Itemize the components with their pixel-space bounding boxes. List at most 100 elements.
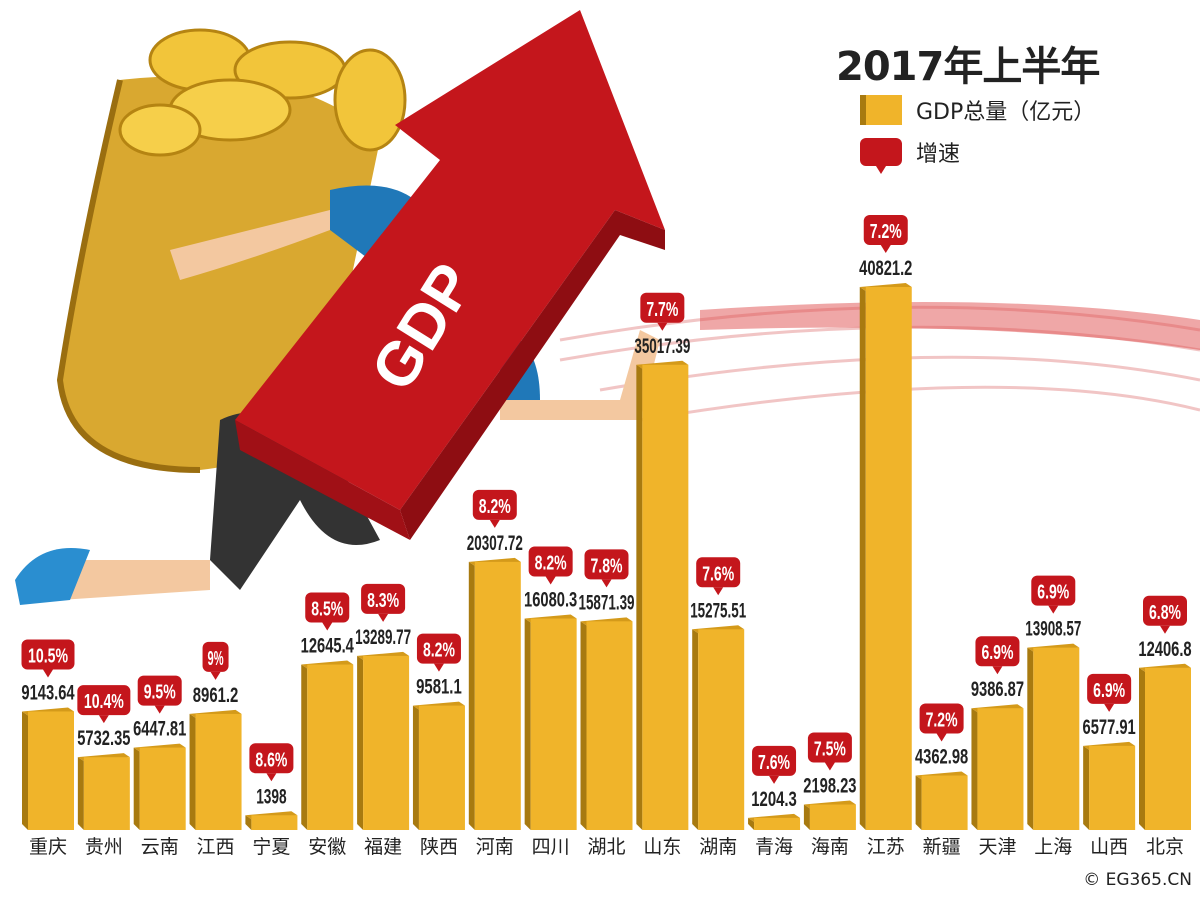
bar xyxy=(754,817,801,830)
growth-badge xyxy=(640,292,685,323)
growth-badge xyxy=(1143,595,1187,626)
value-label: 16080.3 xyxy=(524,589,577,612)
bar xyxy=(698,629,745,830)
growth-badge xyxy=(305,592,350,623)
bar xyxy=(865,287,912,830)
legend-swatch-gdp xyxy=(860,95,902,125)
category-label: 江苏 xyxy=(867,836,905,858)
growth-badge-pointer xyxy=(601,579,612,588)
growth-label: 10.4% xyxy=(84,691,124,713)
growth-badge xyxy=(975,636,1020,667)
growth-badge xyxy=(919,703,964,734)
legend-item-gdp: GDP总量（亿元） xyxy=(860,94,1095,126)
bar-side xyxy=(748,817,755,830)
growth-label: 7.8% xyxy=(591,555,623,577)
growth-badge xyxy=(584,549,629,580)
growth-label: 6.8% xyxy=(1149,602,1181,624)
growth-badge-pointer xyxy=(154,705,165,714)
growth-label: 6.9% xyxy=(1037,582,1069,604)
growth-badge-pointer xyxy=(1160,625,1170,634)
value-label: 6447.81 xyxy=(133,718,186,741)
value-label: 9143.64 xyxy=(21,681,74,704)
value-label: 13289.77 xyxy=(355,626,411,649)
category-label: 湖北 xyxy=(587,836,625,858)
bar xyxy=(418,705,465,830)
growth-label: 7.5% xyxy=(814,739,846,761)
bar-side xyxy=(468,561,475,830)
bar xyxy=(809,804,856,830)
growth-label: 7.2% xyxy=(870,221,902,243)
bar-side xyxy=(22,711,28,830)
bar xyxy=(530,618,577,830)
growth-badge xyxy=(202,641,229,672)
value-label: 1204.3 xyxy=(751,788,797,811)
track-band xyxy=(700,302,1200,350)
bar xyxy=(363,655,410,830)
gdp-arrow-icon: GDP xyxy=(235,10,665,540)
growth-label: 7.2% xyxy=(926,710,958,732)
bar-side xyxy=(859,287,866,830)
growth-badge xyxy=(863,215,908,245)
growth-badge xyxy=(416,633,461,664)
chart-title: 2017年上半年 xyxy=(836,44,1100,90)
category-label: 湖南 xyxy=(699,836,737,858)
value-label: 35017.39 xyxy=(634,335,690,358)
value-label: 12645.4 xyxy=(301,635,354,658)
bar xyxy=(251,815,298,830)
growth-label: 8.3% xyxy=(367,590,399,612)
category-label: 河南 xyxy=(476,836,514,858)
value-label: 15275.51 xyxy=(690,599,746,622)
category-label: 海南 xyxy=(811,836,849,858)
category-label: 天津 xyxy=(978,836,1016,858)
bar-side xyxy=(189,713,196,830)
value-label: 1398 xyxy=(256,785,287,808)
bar xyxy=(1089,745,1136,830)
value-label: 9581.1 xyxy=(416,676,462,699)
growth-badge xyxy=(361,583,406,614)
growth-badge xyxy=(77,685,131,716)
bar-side xyxy=(357,655,364,830)
growth-badge xyxy=(249,743,294,774)
growth-badge-pointer xyxy=(210,671,221,680)
value-label: 12406.8 xyxy=(1138,638,1191,661)
growth-label: 8.2% xyxy=(535,553,567,575)
growth-badge-pointer xyxy=(43,669,53,678)
bar xyxy=(642,364,689,830)
growth-label: 10.5% xyxy=(28,645,68,667)
legend-item-growth: 增速 xyxy=(860,136,961,174)
legend-label-growth: 增速 xyxy=(916,142,961,167)
copyright: © EG365.CN xyxy=(1083,870,1192,890)
bar-side xyxy=(971,708,978,830)
growth-badge-pointer xyxy=(880,245,891,253)
bar xyxy=(1033,647,1080,830)
value-label: 15871.39 xyxy=(579,591,635,614)
value-label: 4362.98 xyxy=(915,746,968,769)
bar-side xyxy=(1139,667,1145,830)
value-label: 40821.2 xyxy=(859,257,912,280)
value-label: 5732.35 xyxy=(77,727,130,750)
category-label: 北京 xyxy=(1146,836,1184,858)
growth-badge-pointer xyxy=(489,519,500,528)
bar xyxy=(83,757,130,830)
category-label: 四川 xyxy=(532,836,570,858)
legend-swatch-growth xyxy=(860,138,902,174)
bar-side xyxy=(692,629,699,830)
category-label: 山西 xyxy=(1090,836,1128,858)
growth-label: 6.9% xyxy=(1093,680,1125,702)
category-label: 宁夏 xyxy=(252,836,290,858)
growth-badge-pointer xyxy=(266,773,277,782)
growth-badge-pointer xyxy=(98,715,109,724)
growth-label: 7.6% xyxy=(758,752,790,774)
bar-side xyxy=(915,775,922,830)
growth-badge xyxy=(1031,575,1076,606)
bar-side xyxy=(636,364,643,830)
growth-badge-pointer xyxy=(769,775,780,784)
growth-badge-pointer xyxy=(824,762,835,771)
growth-badge-pointer xyxy=(657,322,668,331)
category-label: 青海 xyxy=(755,836,793,858)
bar xyxy=(307,664,354,830)
growth-badge-pointer xyxy=(1048,605,1059,614)
growth-badge-pointer xyxy=(936,733,947,742)
growth-label: 8.2% xyxy=(423,640,455,662)
